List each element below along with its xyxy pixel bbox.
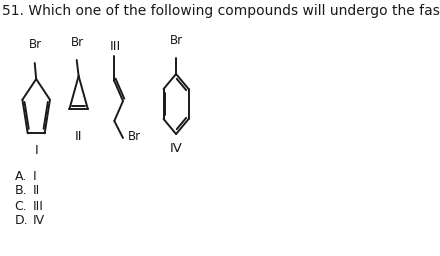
Text: I: I [33, 169, 37, 183]
Text: 51. Which one of the following compounds will undergo the fastest Sₙ 1 reaction?: 51. Which one of the following compounds… [2, 4, 440, 18]
Text: Br: Br [29, 38, 42, 51]
Text: C.: C. [15, 199, 27, 212]
Text: D.: D. [15, 215, 28, 228]
Text: II: II [33, 185, 40, 197]
Text: II: II [75, 130, 82, 143]
Text: I: I [34, 144, 38, 157]
Text: A.: A. [15, 169, 27, 183]
Text: IV: IV [33, 215, 45, 228]
Text: IV: IV [170, 143, 183, 155]
Text: Br: Br [128, 130, 141, 143]
Text: III: III [33, 199, 44, 212]
Text: B.: B. [15, 185, 27, 197]
Text: Br: Br [169, 34, 183, 47]
Text: III: III [110, 39, 121, 52]
Text: Br: Br [70, 36, 84, 49]
